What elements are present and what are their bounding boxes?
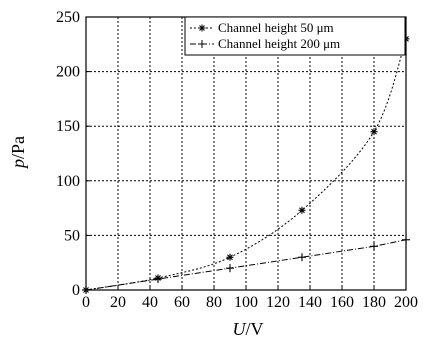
y-tick-label: 150	[56, 118, 80, 135]
x-tick-label: 60	[174, 294, 190, 311]
y-tick-label: 50	[64, 227, 80, 244]
series-line-1	[85, 239, 407, 291]
data-point-0	[226, 253, 234, 261]
legend-label-50um: Channel height 50 μm	[218, 20, 334, 35]
x-tick-label: 180	[362, 294, 386, 311]
x-tick-label: 100	[234, 294, 258, 311]
y-tick-label: 100	[56, 173, 80, 190]
data-point-0	[370, 128, 378, 136]
legend-marker-50um	[198, 24, 206, 32]
y-axis-label: p/Pa	[8, 136, 28, 170]
grid	[86, 17, 406, 290]
x-axis-label: U/V	[233, 319, 264, 339]
data-point-1	[370, 242, 378, 251]
x-tick-label: 120	[266, 294, 290, 311]
data-point-1	[226, 264, 234, 273]
legend-marker-200um	[198, 40, 206, 48]
legend-box	[184, 16, 406, 56]
y-tick-label: 250	[56, 9, 80, 26]
x-tick-label: 0	[82, 294, 90, 311]
legend-item-50um: Channel height 50 μm	[190, 20, 334, 35]
x-tick-label: 160	[330, 294, 354, 311]
legend: Channel height 50 μm Channel height 200 …	[184, 16, 406, 56]
legend-item-200um: Channel height 200 μm	[190, 36, 340, 51]
data-point-1	[154, 275, 162, 284]
x-tick-label: 20	[110, 294, 126, 311]
y-tick-label: 0	[72, 282, 80, 299]
legend-label-200um: Channel height 200 μm	[218, 36, 340, 51]
y-tick-label: 200	[56, 64, 80, 81]
data-point-0	[298, 206, 306, 214]
tick-labels: 0 20 40 60 80 100 120 140 160 180 200 0 50 100 150 200 2…	[56, 9, 418, 311]
x-tick-label: 40	[142, 294, 158, 311]
x-tick-label: 140	[298, 294, 322, 311]
series-line-0	[85, 38, 407, 291]
data-point-1	[298, 253, 306, 262]
x-tick-label: 80	[206, 294, 222, 311]
x-tick-label: 200	[394, 294, 418, 311]
